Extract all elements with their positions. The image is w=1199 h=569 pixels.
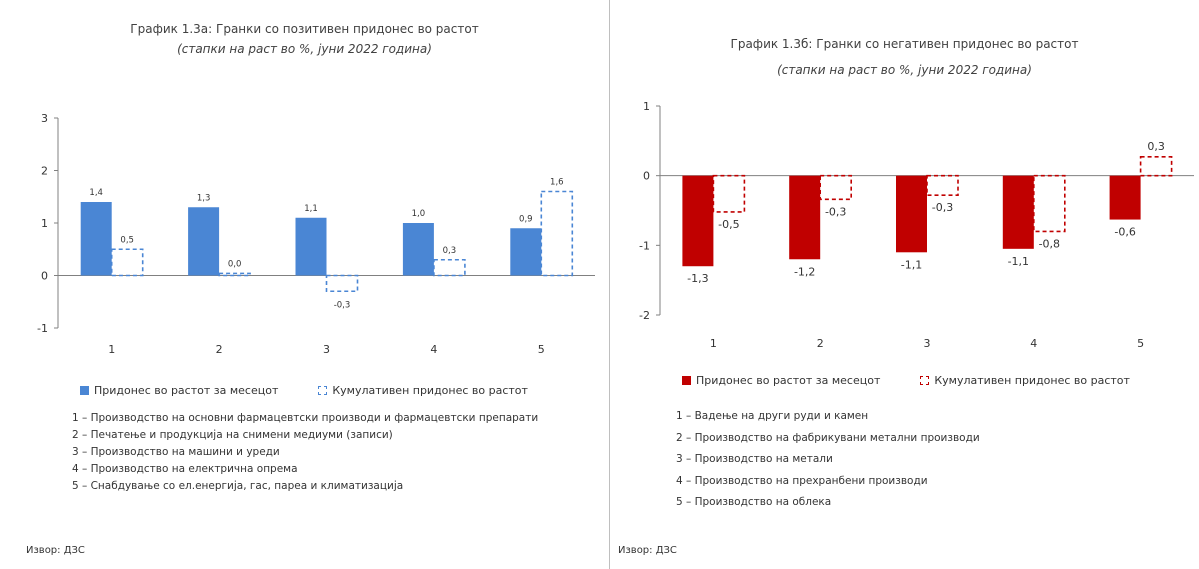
category-note: 3 – Производство на машини и уреди [72, 446, 280, 458]
data-label: 0,5 [120, 235, 134, 245]
data-label: 1,1 [304, 204, 318, 214]
bar-cumulative [819, 174, 852, 201]
legend-item-cumulative: Кумулативен придонес во растот [920, 374, 1130, 387]
legend-swatch-dashed [920, 376, 930, 385]
data-label: 0,3 [1147, 140, 1165, 153]
bar-cumulative [433, 258, 466, 277]
data-label: -1,1 [901, 258, 922, 271]
bar-monthly [1002, 175, 1034, 249]
legend-item-monthly: Придонес во растот за месецот [80, 384, 278, 397]
x-tick-label: 3 [323, 343, 330, 356]
legend-label: Кумулативен придонес во растот [332, 384, 528, 397]
data-label: -0,8 [1039, 237, 1060, 250]
bar-monthly [402, 223, 434, 276]
bar-cumulative [325, 274, 359, 293]
legend-label: Придонес во растот за месецот [94, 384, 279, 397]
data-label: -1,2 [794, 265, 815, 278]
legend-swatch-dashed [318, 386, 328, 395]
category-note: 2 – Производство на фабрикувани метални … [676, 431, 980, 444]
category-note: 5 – Снабдување со ел.енергија, гас, паре… [72, 480, 404, 492]
category-note: 4 – Производство на прехранбени производ… [676, 474, 928, 487]
bar-monthly [188, 207, 220, 276]
x-tick-label: 4 [430, 343, 437, 356]
y-tick-label: -2 [639, 309, 650, 322]
source-note: Извор: ДЗС [618, 545, 677, 556]
bar-monthly [789, 175, 821, 260]
y-tick-label: -1 [639, 239, 650, 252]
category-note: 5 – Производство на облека [676, 496, 832, 508]
chart-subtitle: (стапки на раст во %, јуни 2022 година) [777, 63, 1032, 77]
bar-cumulative [540, 190, 574, 277]
bar-monthly [682, 175, 714, 267]
category-note: 2 – Печатење и продукција на снимени мед… [72, 429, 393, 441]
bar-monthly [1109, 175, 1141, 220]
data-label: -0,3 [334, 300, 351, 310]
legend-swatch-solid [80, 386, 89, 395]
bar-cumulative [110, 248, 144, 277]
bar-cumulative [1139, 156, 1173, 177]
chart-legend: Придонес во растот за месецот Кумулативе… [682, 374, 1170, 387]
x-tick-label: 2 [817, 337, 824, 350]
legend-label: Кумулативен придонес во растот [934, 374, 1130, 387]
source-note: Извор: ДЗС [26, 545, 85, 556]
y-tick-label: -1 [37, 322, 48, 335]
chart-subtitle: (стапки на раст во %, јуни 2022 година) [177, 42, 432, 56]
category-note: 1 – Вадење на други руди и камен [676, 410, 869, 422]
data-label: -1,1 [1008, 255, 1029, 268]
chart-legend: Придонес во растот за месецот Кумулативе… [80, 384, 568, 397]
data-label: 0,9 [519, 214, 533, 224]
chart-plot-left: 3 2 1 0 -1 1 1,4 0,5 2 1,3 0,0 3 1,1 -0,3 4 1,0 0,3 5 0,9 1… [37, 112, 595, 356]
category-note: 3 – Производство на метали [676, 453, 833, 465]
bar-cumulative [712, 174, 746, 213]
y-tick-label: 2 [41, 165, 48, 178]
x-tick-label: 5 [1137, 337, 1144, 350]
data-label: 1,0 [412, 209, 426, 219]
data-label: 1,4 [89, 188, 103, 198]
y-tick-label: 1 [643, 100, 650, 113]
x-tick-label: 2 [216, 343, 223, 356]
x-tick-label: 3 [924, 337, 931, 350]
chart-panel-right: График 1.3б: Гранки со негативен придоне… [610, 0, 1199, 569]
bar-cumulative [218, 272, 251, 277]
data-label: 0,0 [228, 259, 242, 269]
legend-swatch-solid [682, 376, 691, 385]
legend-item-monthly: Придонес во растот за месецот [682, 374, 880, 387]
legend-item-cumulative: Кумулативен придонес во растот [318, 384, 528, 397]
x-tick-label: 1 [710, 337, 717, 350]
y-tick-label: 0 [643, 170, 650, 183]
chart-plot-right: 1 0 -1 -2 1 -1,3 -0,5 2 -1,2 -0,3 3 -1,1 -0,3 4 -1,1 -0… [639, 100, 1194, 350]
data-label: -0,6 [1114, 226, 1135, 239]
y-tick-label: 1 [41, 217, 48, 230]
legend-label: Придонес во растот за месецот [696, 374, 881, 387]
chart-title: График 1.3б: Гранки со негативен придоне… [730, 37, 1079, 51]
category-notes: 1 – Производство на основни фармацевтски… [72, 410, 538, 495]
data-label: -1,3 [687, 272, 708, 285]
category-note: 1 – Производство на основни фармацевтски… [72, 412, 539, 424]
data-label: 1,3 [197, 193, 211, 203]
y-tick-label: 3 [41, 112, 48, 125]
bar-monthly [295, 217, 327, 276]
bar-monthly [80, 202, 112, 276]
bar-cumulative [926, 174, 959, 196]
data-label: -0,3 [932, 201, 953, 214]
data-label: 1,6 [550, 178, 564, 188]
bar-monthly [896, 175, 927, 253]
data-label: -0,5 [718, 218, 739, 231]
y-tick-label: 0 [41, 270, 48, 283]
data-label: -0,3 [825, 205, 846, 218]
category-notes: 1 – Вадење на други руди и камен 2 – Про… [676, 406, 980, 514]
bar-monthly [510, 228, 542, 276]
x-tick-label: 5 [538, 343, 545, 356]
bar-cumulative [1032, 174, 1066, 233]
data-label: 0,3 [443, 246, 457, 256]
x-tick-label: 4 [1030, 337, 1037, 350]
chart-title: График 1.3а: Гранки со позитивен придоне… [130, 22, 479, 36]
x-tick-label: 1 [108, 343, 115, 356]
category-note: 4 – Производство на електрична опрема [72, 463, 298, 475]
chart-panel-left: График 1.3а: Гранки со позитивен придоне… [26, 0, 610, 569]
